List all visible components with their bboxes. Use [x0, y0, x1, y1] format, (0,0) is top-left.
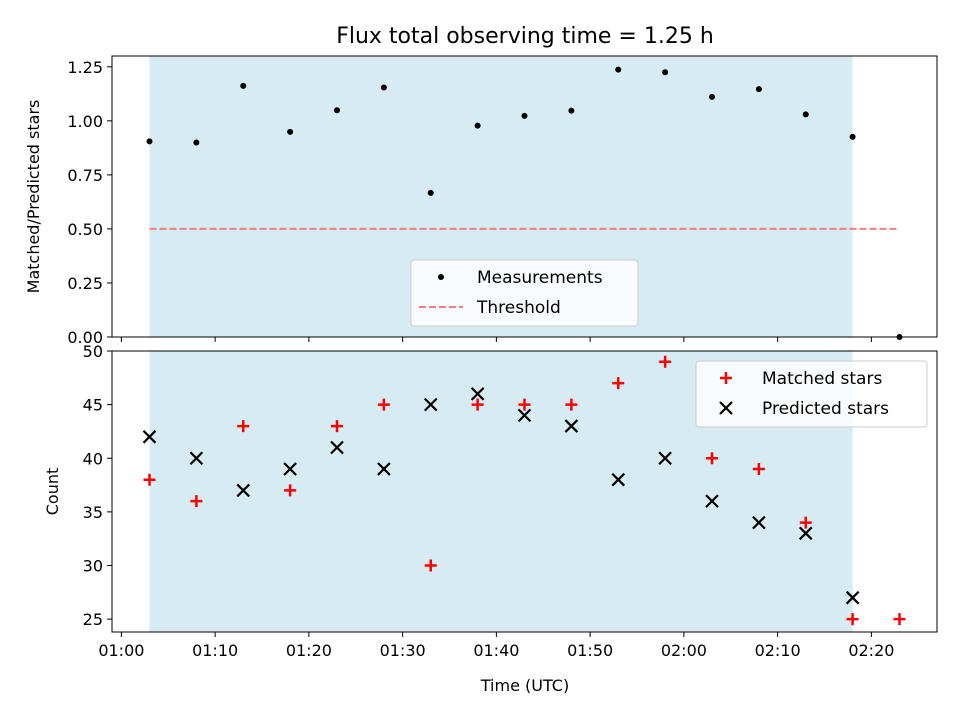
- measurement-point: [662, 69, 669, 76]
- chart-title: Flux total observing time = 1.25 h: [336, 24, 714, 49]
- measurement-point: [427, 189, 434, 196]
- y-tick-label: 0.75: [67, 166, 103, 185]
- measurement-point: [474, 122, 481, 129]
- y-tick-label: 0.25: [67, 274, 103, 293]
- measurement-point: [380, 84, 387, 91]
- matched-stars-point: [706, 452, 718, 465]
- y-tick-label: 1.25: [67, 58, 103, 77]
- predicted-stars-point: [283, 462, 297, 476]
- matched-stars-point: [752, 462, 765, 475]
- legend-marker-matched: [720, 372, 732, 384]
- matched-stars-point: [799, 516, 812, 529]
- y-tick-label: 40: [83, 449, 103, 468]
- legend-label: Matched stars: [762, 369, 882, 389]
- matched-stars-point: [237, 420, 250, 433]
- y-tick-label: 1.00: [67, 112, 103, 131]
- y-tick-label: 0.50: [67, 220, 103, 239]
- measurement-point: [802, 111, 809, 118]
- matched-stars-point: [846, 613, 859, 626]
- x-axis-title: Time (UTC): [480, 676, 569, 695]
- y-tick-label: 25: [83, 610, 103, 629]
- measurement-point: [287, 128, 294, 135]
- predicted-stars-point: [189, 451, 204, 466]
- matched-stars-point: [143, 473, 156, 486]
- y-tick-label: 35: [83, 503, 103, 522]
- measurement-point: [568, 107, 575, 114]
- matched-stars-point: [565, 398, 578, 411]
- measurement-point: [709, 93, 715, 100]
- legend-box: [695, 360, 928, 428]
- predicted-stars-point: [705, 494, 719, 508]
- predicted-stars-point: [236, 483, 251, 498]
- measurement-point: [240, 82, 247, 89]
- matched-stars-point: [377, 398, 390, 411]
- predicted-stars-point: [564, 419, 579, 433]
- predicted-stars-point: [470, 387, 485, 401]
- predicted-stars-point: [330, 440, 344, 455]
- legend: Matched stars Predicted stars: [695, 360, 928, 428]
- measurement-point: [849, 133, 856, 140]
- legend: Measurements Threshold: [410, 259, 639, 327]
- measurement-point: [193, 139, 200, 146]
- matched-stars-point: [518, 398, 531, 411]
- legend-label: Predicted stars: [762, 399, 889, 419]
- predicted-stars-point: [752, 515, 766, 530]
- matched-stars-point: [284, 484, 297, 497]
- predicted-stars-point: [423, 397, 438, 412]
- x-tick-label: 01:00: [98, 641, 144, 660]
- predicted-stars-point: [517, 408, 532, 423]
- matched-stars-point: [190, 495, 203, 508]
- x-tick-label: 01:30: [380, 641, 426, 660]
- y-axis-title: Count: [43, 468, 62, 516]
- measurement-point: [146, 138, 153, 145]
- measurement-point: [755, 86, 762, 93]
- measurement-point: [521, 112, 528, 119]
- x-tick-label: 02:10: [755, 641, 801, 660]
- axes-frame: [111, 350, 938, 633]
- x-tick-label: 01:20: [286, 641, 332, 660]
- y-tick-label: 45: [83, 396, 103, 415]
- predicted-stars-point: [658, 451, 672, 466]
- x-tick-label: 01:40: [473, 641, 519, 660]
- matched-stars-point: [612, 377, 625, 390]
- x-tick-label: 02:20: [848, 641, 894, 660]
- x-tick-label: 02:00: [661, 641, 707, 660]
- matched-stars-point: [659, 355, 672, 368]
- matched-stars-point: [893, 613, 906, 626]
- top-panel: 0.00 0.25 0.50 0.75 1.00 1.25 Matched/Predicte…: [24, 55, 938, 347]
- bottom-panel: 25 30 35 40 45 50 01:00 01:10 01:20 01:30 01:40 01:…: [43, 342, 938, 660]
- y-tick-label: 50: [83, 342, 103, 361]
- matched-stars-point: [471, 398, 484, 411]
- x-tick-label: 01:10: [192, 641, 238, 660]
- y-tick-label: 0.00: [67, 328, 103, 347]
- y-tick-label: 30: [83, 557, 103, 576]
- legend-marker-measurements: [438, 274, 444, 280]
- legend-label: Measurements: [477, 268, 603, 288]
- predicted-stars-point: [798, 526, 813, 541]
- predicted-stars-point: [377, 462, 391, 476]
- measurement-point: [615, 66, 622, 73]
- axes-frame: [111, 55, 938, 338]
- legend-box: [410, 259, 639, 327]
- legend-marker-predicted: [719, 401, 733, 415]
- x-tick-label: 01:50: [567, 641, 613, 660]
- predicted-stars-point: [611, 472, 626, 487]
- matched-stars-point: [331, 420, 343, 433]
- y-axis-title: Matched/Predicted stars: [24, 100, 43, 294]
- measurement-point: [334, 107, 340, 114]
- legend-label: Threshold: [476, 298, 561, 318]
- predicted-stars-point: [142, 430, 157, 444]
- matched-stars-point: [424, 559, 437, 572]
- predicted-stars-point: [845, 590, 860, 605]
